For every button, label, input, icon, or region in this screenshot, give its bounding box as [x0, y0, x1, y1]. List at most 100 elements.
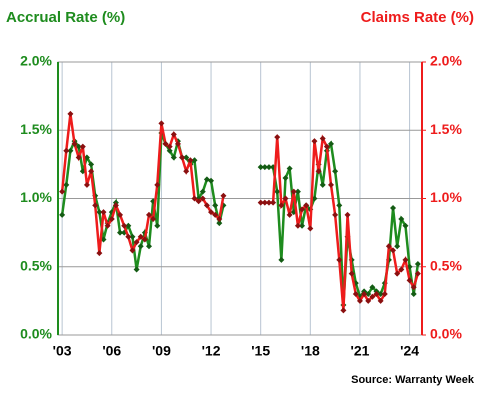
marker	[299, 222, 306, 229]
series-line	[60, 113, 225, 254]
marker	[166, 147, 173, 154]
marker	[129, 233, 136, 240]
marker	[191, 157, 198, 164]
marker	[282, 175, 289, 182]
marker	[129, 247, 136, 254]
marker	[414, 270, 421, 277]
marker	[133, 266, 140, 273]
marker	[356, 297, 363, 304]
marker	[108, 215, 115, 222]
marker	[398, 215, 405, 222]
marker	[67, 110, 74, 117]
marker	[154, 181, 161, 188]
right-axis-title: Claims Rate (%)	[361, 9, 474, 26]
marker	[88, 161, 95, 168]
marker	[303, 202, 310, 209]
marker	[137, 243, 144, 250]
marker	[410, 284, 417, 291]
source-note: Source: Warranty Week	[351, 374, 475, 386]
marker	[323, 143, 330, 150]
marker	[402, 256, 409, 263]
marker	[257, 199, 264, 206]
marker	[282, 195, 289, 202]
marker	[208, 177, 215, 184]
marker	[195, 198, 202, 205]
marker	[261, 199, 268, 206]
marker	[265, 164, 272, 171]
x-tick-label: '24	[400, 343, 419, 359]
marker	[174, 140, 181, 147]
y2-tick-label: 1.5%	[430, 121, 462, 137]
marker	[410, 291, 417, 298]
y2-tick-label: 0.0%	[430, 326, 462, 342]
marker	[336, 256, 343, 263]
marker	[332, 211, 339, 218]
y-tick-label: 0.5%	[20, 257, 52, 273]
marker	[146, 211, 152, 218]
x-tick-label: '09	[152, 343, 171, 359]
marker	[63, 147, 70, 154]
marker	[278, 256, 285, 263]
marker	[402, 222, 409, 229]
marker	[274, 188, 281, 195]
marker	[170, 154, 177, 161]
marker	[390, 247, 397, 254]
marker	[59, 188, 66, 195]
x-tick-label: '06	[102, 343, 121, 359]
marker	[162, 140, 169, 147]
marker	[133, 239, 140, 246]
marker	[203, 202, 210, 209]
marker	[216, 215, 223, 222]
marker	[270, 199, 277, 206]
marker	[328, 181, 334, 188]
marker	[125, 233, 132, 240]
marker	[112, 202, 119, 209]
marker	[96, 209, 103, 216]
marker	[311, 138, 318, 145]
marker	[83, 181, 90, 188]
marker	[394, 243, 401, 250]
y-tick-label: 0.0%	[20, 326, 52, 342]
marker	[274, 134, 281, 141]
marker	[390, 205, 397, 212]
marker	[377, 291, 384, 298]
marker	[290, 188, 297, 195]
x-tick-label: '03	[53, 343, 72, 359]
marker	[63, 181, 70, 188]
marker	[373, 291, 380, 298]
x-tick-label: '21	[351, 343, 370, 359]
marker	[104, 222, 111, 229]
marker	[315, 168, 322, 175]
marker	[348, 270, 355, 277]
marker	[100, 209, 107, 216]
marker	[278, 202, 285, 209]
marker	[199, 188, 206, 195]
marker	[265, 199, 272, 206]
marker	[75, 154, 82, 161]
marker	[88, 168, 95, 175]
marker	[183, 154, 190, 161]
marker	[361, 291, 368, 298]
marker	[216, 220, 223, 227]
marker	[332, 168, 339, 175]
marker	[286, 211, 293, 218]
marker	[294, 188, 301, 195]
marker	[117, 211, 124, 218]
marker	[125, 222, 132, 229]
marker	[71, 140, 78, 147]
marker	[67, 147, 74, 154]
marker	[377, 297, 384, 304]
marker	[117, 229, 124, 236]
marker	[79, 143, 86, 150]
y2-tick-label: 1.0%	[430, 189, 462, 205]
marker	[286, 165, 293, 172]
marker	[212, 211, 219, 218]
marker	[340, 307, 347, 314]
marker	[199, 195, 206, 202]
marker	[398, 266, 405, 273]
marker	[369, 284, 376, 291]
marker	[83, 154, 90, 161]
marker	[344, 211, 351, 218]
marker	[319, 135, 326, 142]
